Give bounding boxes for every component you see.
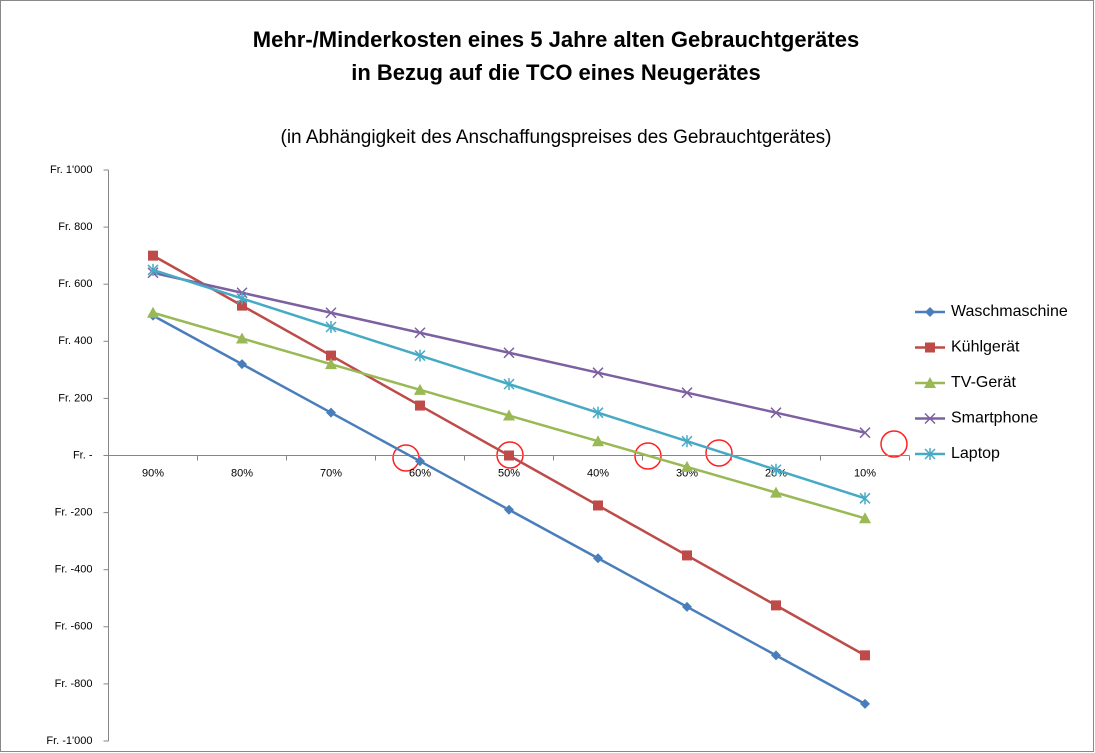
marker [504,504,514,515]
legend-entry: Waschmaschine [915,303,1068,320]
legend-label: Laptop [951,445,1000,462]
marker [236,292,248,305]
chart-title: in Bezug auf die TCO eines Neugerätes [351,60,761,85]
y-tick-label: Fr. 400 [58,335,92,347]
x-tick-label: 30% [676,467,698,479]
marker [147,306,159,318]
marker [593,500,603,511]
legend-marker [924,377,936,388]
marker [770,486,782,498]
legend-label: Smartphone [951,410,1038,427]
marker [325,358,337,370]
marker [592,406,604,419]
marker [859,492,871,505]
legend-entry: Smartphone [915,410,1038,427]
marker [415,400,425,411]
marker [414,327,426,339]
marker [237,300,247,311]
marker [771,600,781,611]
y-tick-label: Fr. 800 [58,221,92,233]
x-tick-label: 40% [587,467,609,479]
series [147,306,871,524]
y-tick-label: Fr. -1'000 [46,735,92,747]
legend-entry: TV-Gerät [915,374,1016,391]
marker [592,435,604,447]
legend-entry: Laptop [915,445,1000,462]
marker [504,450,514,461]
marker [860,650,870,661]
marker [326,350,336,361]
x-tick-label: 60% [409,467,431,479]
legend-marker [925,307,935,317]
x-tick-label: 50% [498,467,520,479]
chart-title: Mehr-/Minderkosten eines 5 Jahre alten G… [253,27,859,52]
marker [325,307,337,319]
marker [414,383,426,395]
marker [503,347,515,359]
y-tick-label: Fr. -400 [55,564,93,576]
legend-entry: Kühlgerät [915,339,1020,356]
marker [414,349,426,362]
series [148,250,870,661]
legend-label: Waschmaschine [951,303,1068,320]
marker [682,601,692,612]
marker [415,456,425,467]
y-tick-label: Fr. -200 [55,507,93,519]
series [147,263,871,505]
marker [326,407,336,418]
x-tick-label: 80% [231,467,253,479]
y-tick-label: Fr. 200 [58,392,92,404]
x-tick-label: 70% [320,467,342,479]
marker [148,250,158,261]
legend-label: TV-Gerät [951,374,1016,391]
marker [503,409,515,421]
marker [681,460,693,472]
marker [682,550,692,561]
marker [681,387,693,399]
marker [859,427,871,439]
circle [880,430,908,458]
marker [236,332,248,344]
marker [860,698,870,709]
y-tick-label: Fr. 1'000 [50,164,92,176]
marker [592,367,604,379]
marker [771,650,781,661]
marker [681,435,693,448]
legend-marker [924,412,936,425]
y-tick-label: Fr. -800 [55,678,93,690]
marker [503,378,515,391]
marker [770,463,782,476]
legend-marker [925,342,935,353]
y-tick-label: Fr. -600 [55,621,93,633]
x-tick-label: 10% [854,467,876,479]
circle [705,439,733,467]
marker [237,359,247,370]
chart-subtitle: (in Abhängigkeit des Anschaffungspreises… [281,127,832,148]
legend-label: Kühlgerät [951,339,1020,356]
y-tick-label: Fr. 600 [58,278,92,290]
marker [770,407,782,419]
marker [859,512,871,524]
y-tick-label: Fr. - [73,449,93,461]
marker [147,263,159,276]
x-tick-label: 90% [142,467,164,479]
marker [325,321,337,334]
marker [593,553,603,564]
legend-marker [924,448,936,460]
